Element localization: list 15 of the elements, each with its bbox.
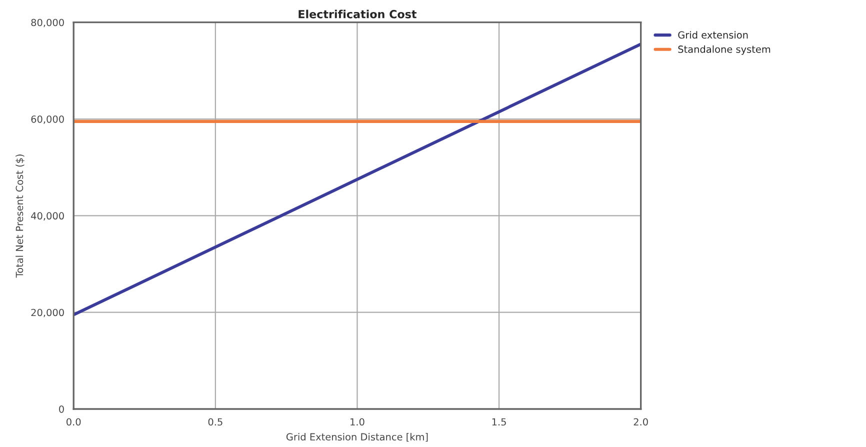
x-tick-label: 1.5	[492, 418, 506, 426]
x-axis-title: Grid Extension Distance [km]	[286, 433, 428, 442]
chart-title: Electrification Cost	[298, 10, 417, 18]
legend-label: Standalone system	[678, 45, 770, 55]
y-tick-label: 40,000	[31, 212, 64, 220]
y-tick-label: 80,000	[31, 18, 64, 28]
x-tick-label: 2.0	[634, 418, 648, 426]
y-axis-title: Total Net Present Cost ($)	[16, 154, 24, 278]
y-tick-label: 0	[59, 405, 64, 413]
x-tick-label: 0.5	[208, 418, 222, 426]
y-tick-label: 60,000	[31, 115, 64, 124]
x-tick-label: 1.0	[350, 418, 364, 426]
x-tick-label: 0.0	[66, 418, 81, 426]
legend-label: Grid extension	[678, 31, 748, 39]
y-tick-label: 20,000	[31, 308, 64, 318]
